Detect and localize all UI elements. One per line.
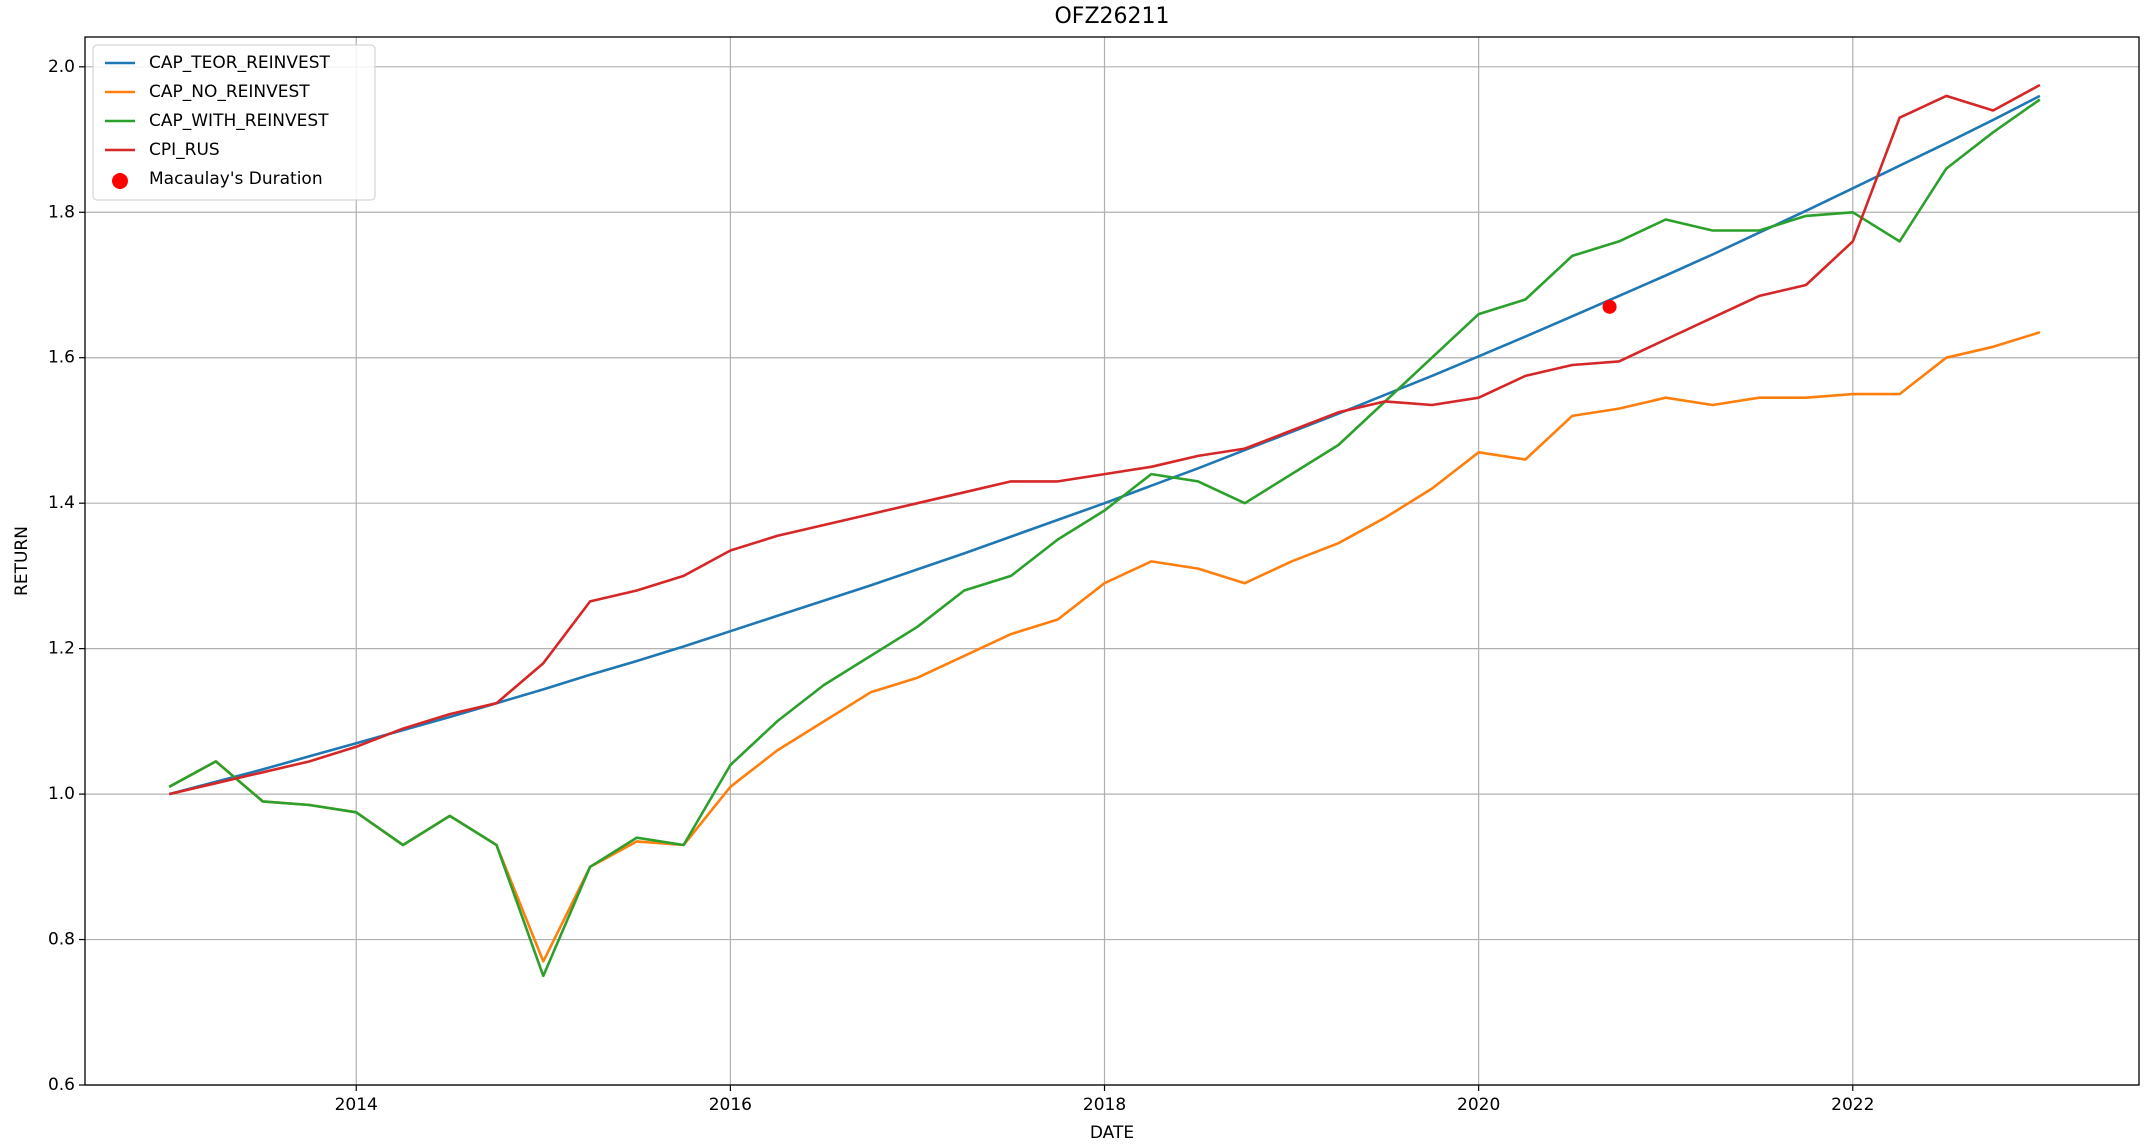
legend-box: [92, 44, 376, 201]
chart-title: OFZ26211: [1054, 4, 1169, 29]
x-tick-label: 2014: [335, 1095, 378, 1115]
x-tick-label: 2020: [1457, 1095, 1500, 1115]
series-line: [168, 98, 2041, 978]
x-tick-label: 2022: [1831, 1095, 1874, 1115]
y-tick-label: 1.0: [48, 784, 75, 804]
plot-frame: [84, 36, 2140, 1086]
legend: CAP_TEOR_REINVEST CAP_NO_REINVEST CAP_WITH…: [92, 44, 376, 201]
x-tick-label: 2018: [1083, 1095, 1126, 1115]
y-tick-label: 2.0: [48, 57, 75, 77]
y-tick-label: 0.8: [48, 930, 75, 950]
legend-label: CAP_TEOR_REINVEST: [149, 53, 331, 73]
legend-label: CAP_WITH_REINVEST: [149, 111, 329, 131]
x-axis-label: DATE: [1090, 1123, 1134, 1143]
y-tick-label: 1.4: [48, 493, 75, 513]
legend-swatch: [112, 173, 128, 189]
legend-label: CAP_NO_REINVEST: [149, 82, 310, 102]
legend-label: CPI_RUS: [149, 140, 220, 160]
y-axis-label: RETURN: [12, 526, 32, 596]
x-tick-label: 2016: [709, 1095, 752, 1115]
legend-label: Macaulay's Duration: [149, 169, 323, 189]
y-tick-label: 1.6: [48, 348, 75, 368]
marker: [1602, 299, 1617, 314]
series-line: [168, 83, 2041, 796]
y-tick-label: 1.2: [48, 639, 75, 659]
y-tick-label: 0.6: [48, 1075, 75, 1095]
y-tick-label: 1.8: [48, 202, 75, 222]
